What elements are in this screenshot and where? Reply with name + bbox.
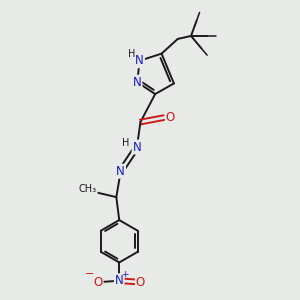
Text: N: N xyxy=(135,54,144,67)
Text: N: N xyxy=(115,274,124,287)
Text: CH₃: CH₃ xyxy=(79,184,97,194)
Text: H: H xyxy=(122,138,129,148)
Text: −: − xyxy=(85,269,94,279)
Text: O: O xyxy=(136,276,145,289)
Text: O: O xyxy=(93,276,103,289)
Text: N: N xyxy=(133,76,142,89)
Text: +: + xyxy=(122,270,129,279)
Text: H: H xyxy=(128,49,135,59)
Text: N: N xyxy=(116,165,125,178)
Text: O: O xyxy=(166,111,175,124)
Text: N: N xyxy=(133,140,141,154)
